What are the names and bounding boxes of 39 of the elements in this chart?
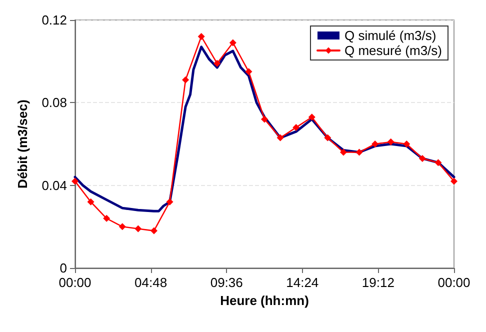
point: [103, 214, 110, 222]
x-tick-label: 00:00: [438, 275, 470, 290]
point: [245, 68, 252, 76]
point: [150, 227, 158, 234]
point: [72, 178, 78, 185]
x-tick-label: 04:48: [134, 275, 168, 290]
point: [450, 178, 458, 185]
point: [166, 198, 174, 206]
point: [434, 159, 442, 166]
point: [403, 140, 410, 148]
y-tick-label: 0.12: [42, 12, 67, 28]
x-tick-label: 00:00: [58, 275, 92, 290]
y-axis-title: Débit (m3/sec): [15, 100, 30, 188]
point: [182, 76, 190, 84]
x-tick-label: 14:24: [286, 275, 319, 290]
point: [387, 138, 394, 146]
point: [292, 124, 300, 131]
point: [87, 198, 94, 206]
point: [261, 116, 268, 123]
point: [214, 60, 221, 67]
point: [308, 114, 316, 121]
point: [418, 154, 426, 162]
x-axis-title: Heure (hh:mn): [220, 293, 309, 308]
x-tick-label: 19:12: [362, 275, 394, 290]
point: [276, 134, 284, 142]
point: [198, 33, 205, 40]
point: [134, 225, 142, 232]
legend-label: Q mesuré (m3/s): [344, 43, 442, 58]
point: [229, 39, 236, 46]
point: [118, 223, 126, 230]
y-tick-label: 0.08: [42, 95, 67, 110]
x-tick-label: 09:36: [210, 275, 243, 290]
point: [356, 148, 363, 156]
point: [372, 140, 379, 148]
point: [340, 148, 347, 156]
point: [324, 134, 332, 142]
y-tick-label: 0: [60, 260, 67, 276]
y-tick-label: 0.04: [42, 178, 67, 193]
legend-label: Q simulé (m3/s): [344, 28, 436, 43]
